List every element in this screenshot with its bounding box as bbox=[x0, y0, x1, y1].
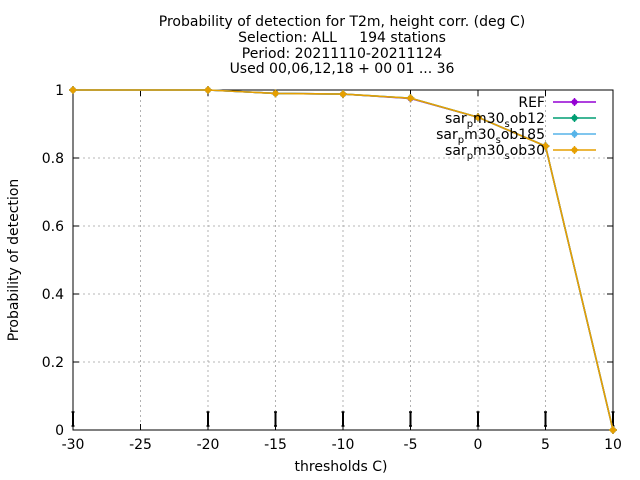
y-tick-label: 0.4 bbox=[42, 287, 64, 303]
title-line-1: Probability of detection for T2m, height… bbox=[159, 14, 525, 30]
title-line-2: Selection: ALL 194 stations bbox=[238, 30, 446, 46]
series-line-4 bbox=[73, 89, 614, 431]
x-tick-label: -10 bbox=[332, 437, 355, 453]
legend-swatch-marker bbox=[570, 98, 579, 106]
x-tick-label: -20 bbox=[197, 437, 220, 453]
legend-swatch-marker bbox=[570, 146, 579, 154]
legend-label: sarpm30sob30 bbox=[445, 143, 545, 162]
title-line-3: Period: 20211110-20211124 bbox=[242, 46, 442, 62]
data-point bbox=[474, 113, 482, 122]
x-tick-label: -15 bbox=[264, 437, 287, 453]
y-tick-label: 0.8 bbox=[42, 151, 64, 167]
y-tick-labels: 0 0.2 0.4 0.6 0.8 1 bbox=[42, 83, 64, 439]
data-point bbox=[271, 89, 280, 98]
legend-label: sarpm30sob185 bbox=[436, 127, 545, 146]
title-line-4: Used 00,06,12,18 + 00 01 ... 36 bbox=[230, 61, 455, 77]
y-tick-label: 0 bbox=[55, 423, 64, 439]
y-axis-label: Probability of detection bbox=[6, 179, 22, 342]
sample-markers bbox=[71, 411, 615, 427]
data-point bbox=[406, 94, 415, 103]
data-point bbox=[204, 86, 212, 94]
data-point bbox=[541, 142, 550, 151]
y-tick-label: 1 bbox=[55, 83, 64, 99]
y-tick-label: 0.2 bbox=[42, 355, 64, 371]
data-point bbox=[339, 90, 347, 99]
legend-label: sarpm30sob12 bbox=[445, 111, 545, 130]
x-tick-label: -25 bbox=[129, 437, 152, 453]
x-tick-label: 0 bbox=[474, 437, 483, 453]
data-point bbox=[69, 86, 77, 94]
chart-title: Probability of detection for T2m, height… bbox=[159, 14, 525, 77]
x-tick-labels: -30 -25 -20 -15 -10 -5 0 5 10 bbox=[62, 437, 622, 453]
x-tick-label: -30 bbox=[62, 437, 85, 453]
x-tick-label: 10 bbox=[604, 437, 622, 453]
legend-swatch-marker bbox=[570, 130, 579, 138]
legend-swatch-marker bbox=[570, 114, 579, 122]
data-point bbox=[609, 426, 617, 434]
series-lines bbox=[69, 86, 617, 434]
x-axis-label: thresholds C) bbox=[295, 459, 388, 475]
y-tick-label: 0.6 bbox=[42, 219, 64, 235]
legend-label: REF bbox=[518, 95, 545, 111]
x-tick-label: -5 bbox=[404, 437, 418, 453]
x-tick-label: 5 bbox=[541, 437, 550, 453]
